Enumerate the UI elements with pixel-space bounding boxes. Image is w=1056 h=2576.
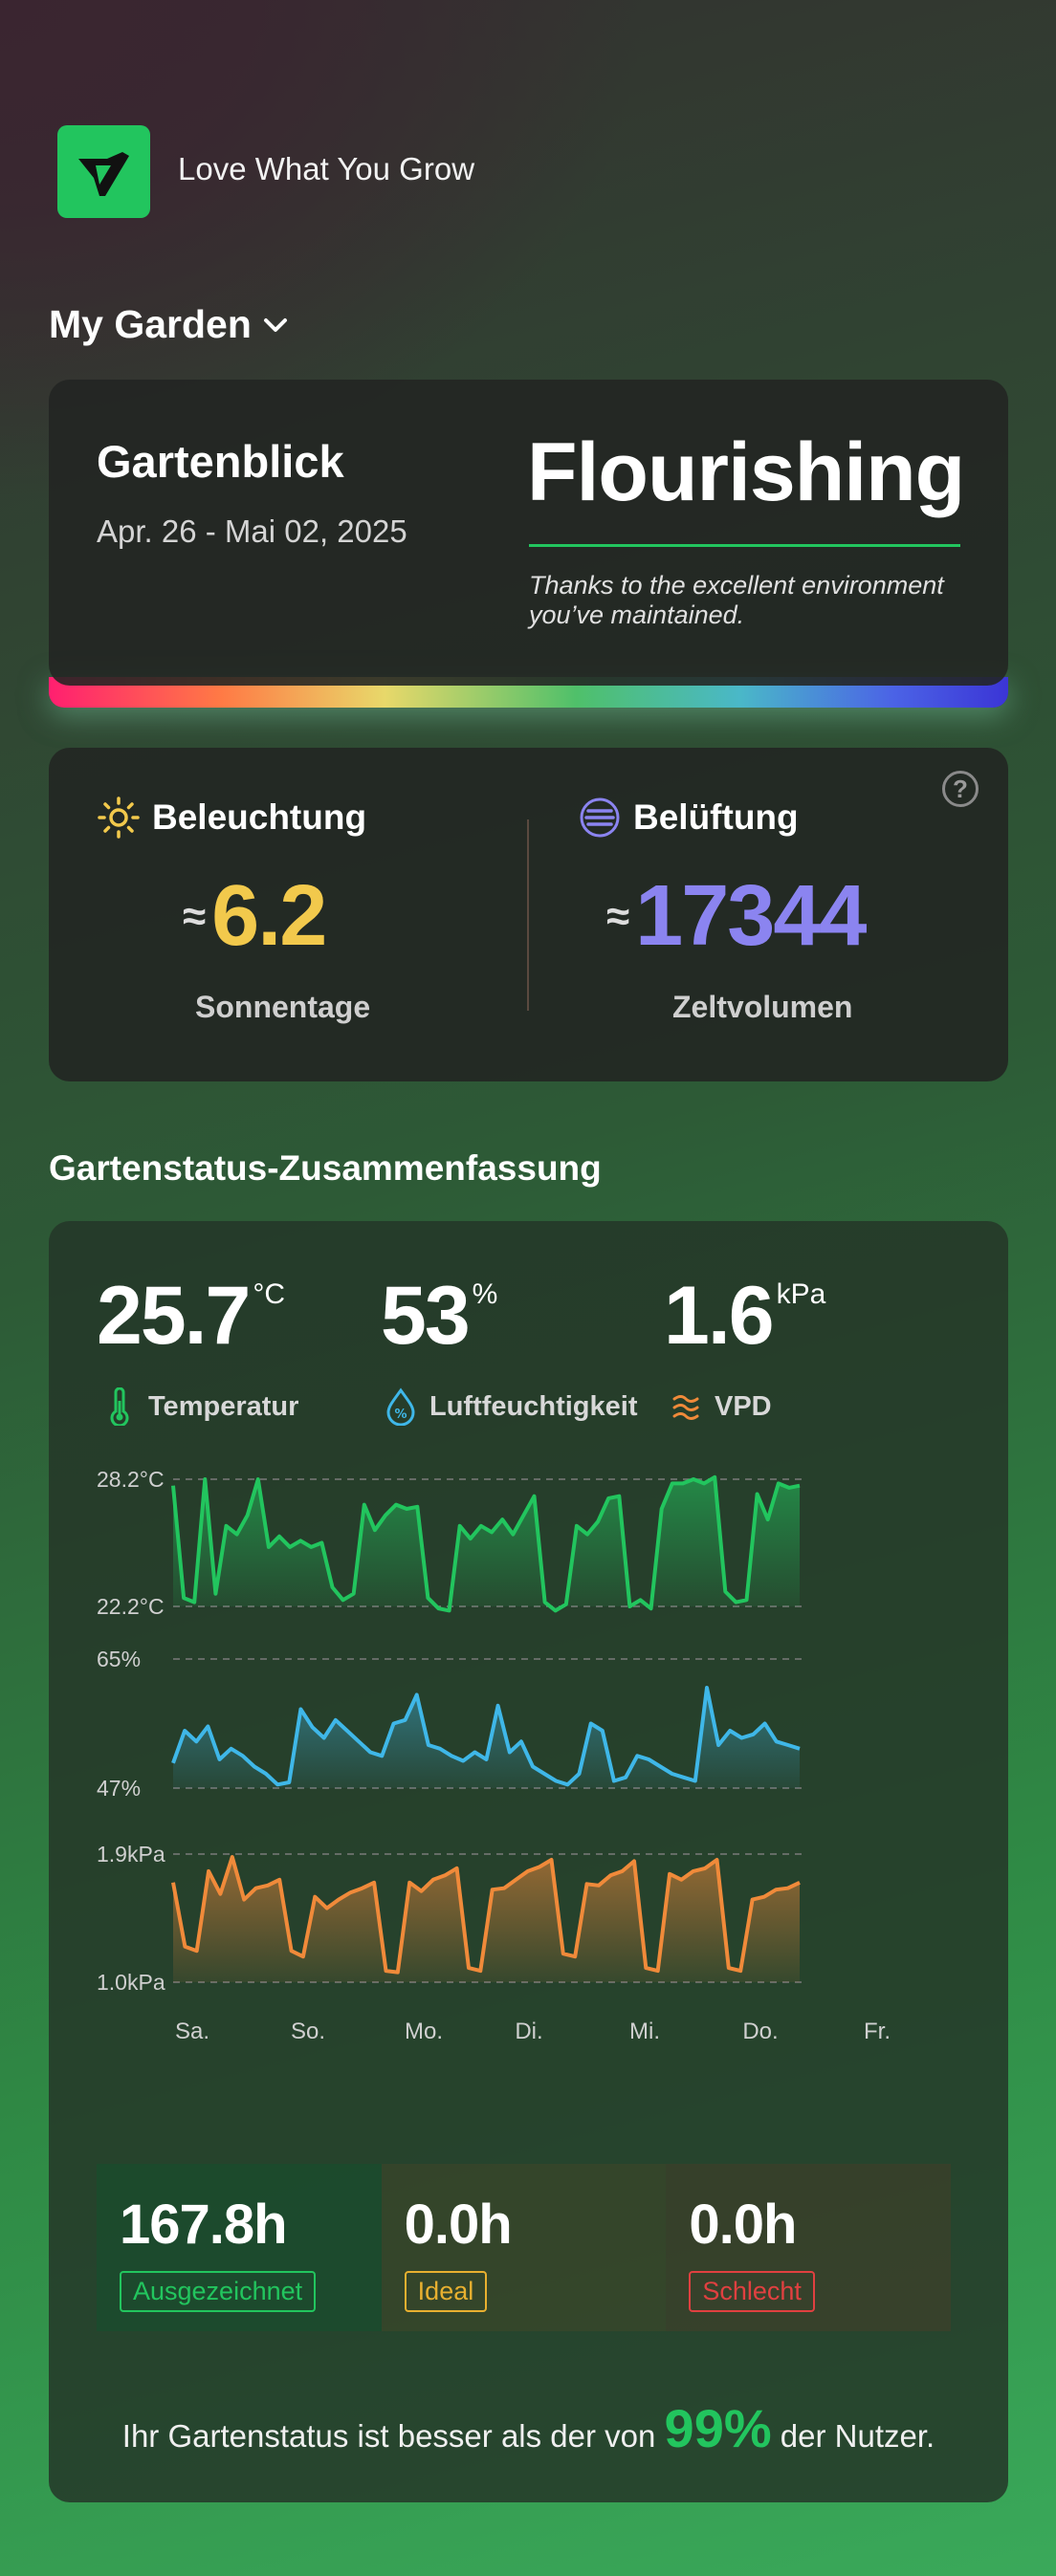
brand-tagline: Love What You Grow <box>178 151 475 186</box>
y-tick-label: 1.9kPa <box>97 1842 165 1867</box>
lighting-label: Beleuchtung <box>152 797 367 837</box>
humidity-label: Luftfeuchtigkeit <box>429 1390 638 1422</box>
x-day-label: Di. <box>515 2019 542 2044</box>
environment-card: ? Beleuchtung ≈ 6.2 Sonnentage Belüftung… <box>49 748 1008 1081</box>
lighting-value: 6.2 <box>211 868 327 964</box>
vpd-metric: 1.6 kPa <box>664 1269 825 1364</box>
chevron-down-icon <box>263 317 287 332</box>
ventilation-unit: Zeltvolumen <box>672 990 853 1024</box>
ventilation-header: Belüftung <box>578 796 799 840</box>
humidity-label-row: % Luftfeuchtigkeit <box>384 1387 638 1426</box>
status-note: Thanks to the excellent environment you’… <box>529 571 944 629</box>
footer-prefix: Ihr Gartenstatus ist besser als der von <box>121 2418 665 2454</box>
stat-poor-value: 0.0h <box>689 2194 797 2256</box>
lighting-header: Beleuchtung <box>97 796 366 840</box>
garden-overview-card: Gartenblick Apr. 26 - Mai 02, 2025 Flour… <box>49 380 1008 686</box>
x-day-label: Fr. <box>864 2019 891 2044</box>
series-line <box>171 1686 801 1787</box>
help-icon[interactable]: ? <box>942 771 979 807</box>
vpd-label-row: VPD <box>669 1387 772 1426</box>
ventilation-label: Belüftung <box>633 797 799 837</box>
lighting-unit: Sonnentage <box>195 990 371 1024</box>
series-line <box>171 1474 801 1613</box>
vpd-label: VPD <box>715 1390 772 1422</box>
ventilation-value-row: ≈ 17344 <box>606 867 867 966</box>
badge-poor: Schlecht <box>689 2271 815 2312</box>
app-logo <box>57 125 150 218</box>
footer-percent: 99% <box>664 2398 772 2458</box>
temperature-metric: 25.7 °C <box>97 1269 285 1364</box>
leaf-v-logo-icon <box>78 152 129 196</box>
series-area <box>173 1688 800 1788</box>
y-tick-label: 28.2°C <box>97 1470 165 1492</box>
stat-excellent: 167.8h Ausgezeichnet <box>97 2164 382 2331</box>
humidity-value: 53 <box>381 1270 471 1362</box>
series-line <box>171 1855 801 1975</box>
ventilation-approx: ≈ <box>606 892 630 940</box>
humidity-metric: 53% <box>381 1269 497 1364</box>
vpd-unit: kPa <box>776 1278 826 1310</box>
x-day-label: Mo. <box>405 2019 443 2044</box>
temperature-value: 25.7 <box>97 1270 251 1362</box>
date-range: Apr. 26 - Mai 02, 2025 <box>97 513 407 549</box>
vpd-value: 1.6 <box>664 1270 775 1362</box>
temperature-unit: °C <box>253 1278 286 1310</box>
status-charts: 28.2°C 22.2°C 65% 47% 1.9kPa 1.0kPa Sa. So. Mo. D… <box>97 1470 891 2044</box>
lighting-approx: ≈ <box>183 892 207 940</box>
stat-ideal-value: 0.0h <box>404 2194 513 2256</box>
sun-icon <box>98 797 140 839</box>
garden-status: Flourishing <box>527 426 965 518</box>
footer-suffix: der Nutzer. <box>771 2418 935 2454</box>
temperature-label-row: Temperatur <box>102 1387 298 1426</box>
ventilation-value: 17344 <box>635 868 867 964</box>
garden-selector[interactable]: My Garden <box>49 302 290 347</box>
status-duration-stats: 167.8h Ausgezeichnet 0.0h Ideal 0.0h Sch… <box>97 2164 952 2331</box>
x-day-label: Sa. <box>175 2019 209 2044</box>
y-tick-label: 22.2°C <box>97 1594 165 1619</box>
y-tick-label: 47% <box>97 1776 141 1801</box>
summary-title: Gartenstatus-Zusammenfassung <box>49 1148 602 1188</box>
badge-excellent: Ausgezeichnet <box>120 2271 317 2312</box>
summary-card: 25.7 °C Temperatur 53% % Luftfeuchtigkeit… <box>49 1221 1008 2502</box>
humidity-unit: % <box>472 1278 498 1310</box>
vpd-waves-icon <box>672 1395 699 1420</box>
y-tick-label: 65% <box>97 1647 141 1671</box>
lighting-value-row: ≈ 6.2 <box>183 867 327 966</box>
divider <box>527 819 529 1011</box>
overview-title: Gartenblick <box>97 436 344 487</box>
fan-icon <box>580 797 620 838</box>
temperature-label: Temperatur <box>148 1390 299 1422</box>
thermometer-icon <box>110 1387 129 1426</box>
humidity-icon: % <box>386 1387 415 1426</box>
stat-ideal: 0.0h Ideal <box>381 2164 667 2331</box>
status-underline <box>529 544 960 547</box>
stat-excellent-value: 167.8h <box>120 2194 288 2256</box>
x-day-label: Mi. <box>629 2019 660 2044</box>
garden-selector-label: My Garden <box>49 302 252 346</box>
badge-ideal: Ideal <box>404 2271 488 2312</box>
comparison-footer: Ihr Gartenstatus ist besser als der von … <box>49 2397 1008 2459</box>
y-tick-label: 1.0kPa <box>97 1970 165 1995</box>
stat-poor: 0.0h Schlecht <box>666 2164 952 2331</box>
x-day-label: Do. <box>742 2019 778 2044</box>
svg-text:%: % <box>394 1408 407 1422</box>
x-day-label: So. <box>291 2019 325 2044</box>
